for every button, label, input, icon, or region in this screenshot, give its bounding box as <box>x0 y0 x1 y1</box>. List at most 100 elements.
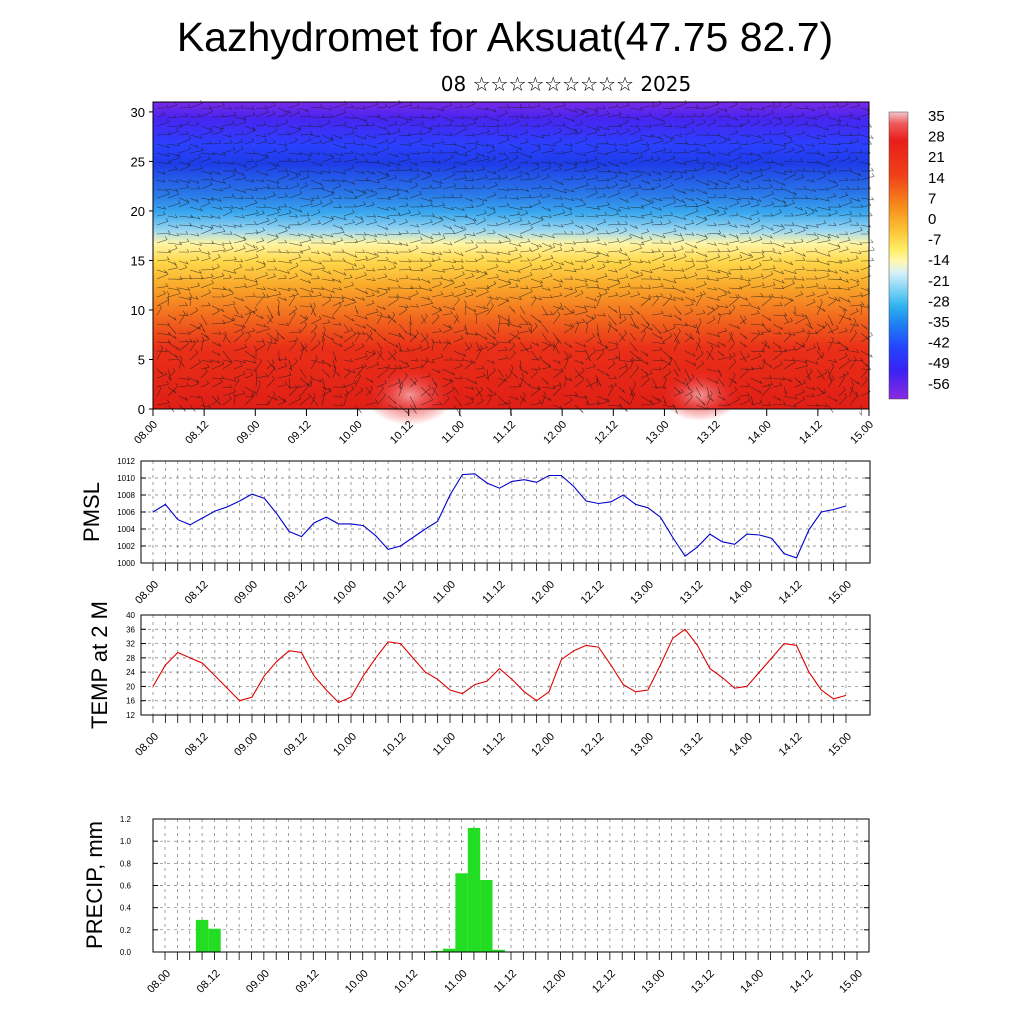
temp-y-tick-label: 40 <box>126 611 135 620</box>
pmsl-x-tick-label: 13.00 <box>628 579 656 607</box>
colorbar: 35 28 21 14 7 0 -7 -14 -21 -28 -35 -42 -49 -56 <box>888 108 950 400</box>
heatmap-x-tick-label: 14.12 <box>797 419 825 447</box>
heatmap-x-tick-label: 15.00 <box>848 419 876 447</box>
temp-x-tick-label: 12.12 <box>579 731 607 759</box>
precip-bars <box>195 827 505 952</box>
colorbar-tick-label: 21 <box>928 149 945 166</box>
precip-x-tick-label: 11.00 <box>442 968 469 995</box>
heatmap-x-tick-label: 12.12 <box>592 419 620 447</box>
heatmap-x-tick-label: 10.00 <box>337 419 365 447</box>
temp-y-tick-label: 16 <box>126 697 135 706</box>
precip-bar <box>467 827 481 952</box>
wind-barbs <box>156 99 875 417</box>
temp-y-tick-label: 24 <box>126 668 135 677</box>
temp-x-axis: 08.00 08.12 09.00 09.12 10.00 10.12 11.00 11.12… <box>133 731 854 759</box>
temp-x-tick-label: 14.00 <box>727 731 755 759</box>
temp-y-tick-label: 32 <box>126 640 135 649</box>
colorbar-tick-label: -35 <box>928 314 950 331</box>
precip-y-tick-label: 0.4 <box>120 904 132 913</box>
temp-x-tick-label: 08.12 <box>183 731 211 759</box>
pmsl-y-tick-label: 1002 <box>117 542 135 551</box>
precip-x-tick-label: 08.12 <box>195 968 223 996</box>
pmsl-x-tick-label: 10.12 <box>381 579 409 607</box>
colorbar-tick-label: -49 <box>928 355 950 372</box>
precipitation-panel: 0.0 0.2 0.4 0.6 0.8 1.0 1.2 08.00 08.12 09.00 09.… <box>82 815 870 996</box>
colorbar-labels: 35 28 21 14 7 0 -7 -14 -21 -28 -35 -42 -49 -56 <box>928 108 950 393</box>
pmsl-x-tick-label: 09.00 <box>232 579 260 607</box>
colorbar-tick-label: 14 <box>928 170 945 187</box>
temp-x-tick-label: 11.00 <box>431 731 458 758</box>
pmsl-y-axis-label: PMSL <box>79 482 104 542</box>
temp-x-tick-label: 10.00 <box>331 731 359 759</box>
colorbar-tick-label: -28 <box>928 293 950 310</box>
precip-x-tick-label: 11.12 <box>492 968 519 995</box>
temp-x-tick-label: 12.00 <box>529 731 557 759</box>
temp-x-tick-label: 15.00 <box>826 731 854 759</box>
precip-bar <box>208 928 221 952</box>
precip-y-axis-label: PRECIP, mm <box>82 821 107 949</box>
heatmap-x-tick-label: 11.12 <box>491 419 518 446</box>
pmsl-x-tick-label: 08.00 <box>133 579 161 607</box>
precip-x-tick-label: 12.00 <box>541 968 569 996</box>
temp-x-tick-label: 13.12 <box>678 731 706 759</box>
heatmap-y-axis: 0 5 10 15 20 25 30 <box>131 105 153 417</box>
temp-x-tick-label: 14.12 <box>777 731 805 759</box>
pmsl-x-axis: 08.00 08.12 09.00 09.12 10.00 10.12 11.00 11.12… <box>133 579 854 607</box>
colorbar-tick-label: -21 <box>928 273 950 290</box>
precip-bar <box>195 919 209 952</box>
pmsl-y-tick-label: 1006 <box>117 508 135 517</box>
pmsl-y-tick-label: 1000 <box>117 559 135 568</box>
heatmap-x-tick-label: 12.00 <box>541 419 569 447</box>
heatmap-y-tick-label: 5 <box>138 352 145 367</box>
precip-bar <box>492 949 505 952</box>
temp-x-tick-label: 09.12 <box>282 731 310 759</box>
temp-y-axis: 12 16 20 24 28 32 36 40 <box>126 611 870 720</box>
temp-x-tick-label: 09.00 <box>232 731 260 759</box>
temp-grid <box>141 614 870 723</box>
heatmap-x-tick-label: 09.12 <box>286 419 314 447</box>
heatmap-y-tick-label: 0 <box>138 402 145 417</box>
precip-y-tick-label: 0.0 <box>120 948 132 957</box>
pmsl-x-tick-label: 09.12 <box>282 579 310 607</box>
colorbar-tick-label: 35 <box>928 108 945 125</box>
precip-x-tick-label: 09.00 <box>244 968 272 996</box>
precip-x-tick-label: 08.00 <box>145 968 173 996</box>
pmsl-x-tick-label: 10.00 <box>331 579 359 607</box>
heatmap-y-tick-label: 15 <box>131 253 145 268</box>
pmsl-y-tick-label: 1010 <box>117 474 135 483</box>
chart-subtitle: 08 ☆☆☆☆☆☆☆☆☆ 2025 <box>440 72 692 96</box>
precip-x-tick-label: 10.00 <box>343 968 371 996</box>
colorbar-scale <box>888 111 909 400</box>
temp-y-tick-label: 12 <box>126 711 135 720</box>
pmsl-x-tick-label: 14.00 <box>727 579 755 607</box>
wind-barbs-layer <box>156 99 875 417</box>
heatmap-x-tick-label: 13.12 <box>695 419 723 447</box>
pmsl-x-tick-label: 15.00 <box>826 579 854 607</box>
precip-bar <box>455 873 468 952</box>
precip-y-tick-label: 1.2 <box>120 815 132 824</box>
temp-y-tick-label: 28 <box>126 654 135 663</box>
colorbar-tick-label: -7 <box>928 232 941 249</box>
heatmap-y-tick-label: 10 <box>131 303 145 318</box>
precip-y-tick-label: 0.2 <box>120 926 132 935</box>
heatmap-x-tick-label: 09.00 <box>234 419 262 447</box>
heatmap-x-tick-label: 13.00 <box>644 419 672 447</box>
heatmap-x-tick-label: 08.12 <box>183 419 211 447</box>
heatmap-y-tick-label: 20 <box>131 204 145 219</box>
colorbar-tick-label: -56 <box>928 376 950 393</box>
pmsl-x-tick-label: 08.12 <box>183 579 211 607</box>
precip-x-tick-label: 13.12 <box>689 968 717 996</box>
temp-x-tick-label: 08.00 <box>133 731 161 759</box>
precip-x-tick-label: 14.12 <box>788 968 816 996</box>
temp-series-line <box>152 628 847 704</box>
precip-y-axis: 0.0 0.2 0.4 0.6 0.8 1.0 1.2 <box>120 815 869 957</box>
temp-x-tick-label: 11.12 <box>480 731 507 758</box>
temp-x-tick-label: 10.12 <box>381 731 409 759</box>
temperature-cross-section-panel: 0 5 10 15 20 25 30 08.00 08.12 09.00 09.12 10.00 10… <box>131 99 950 447</box>
heatmap-x-axis: 08.00 08.12 09.00 09.12 10.00 10.12 11.00 11.12… <box>132 409 876 447</box>
precip-x-tick-label: 15.00 <box>837 968 865 996</box>
pmsl-y-axis: 1000 1002 1004 1006 1008 1010 1012 <box>117 457 870 568</box>
pmsl-x-tick-label: 13.12 <box>678 579 706 607</box>
